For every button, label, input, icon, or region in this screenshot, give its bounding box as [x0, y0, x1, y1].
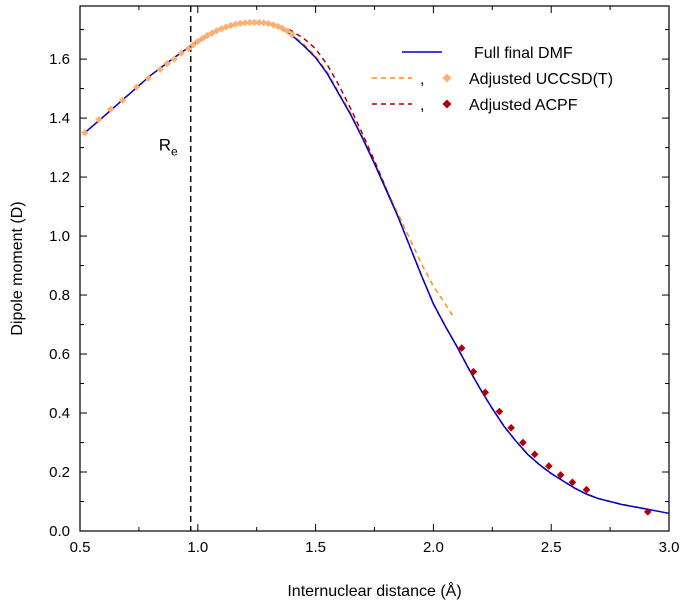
acpf-point [582, 485, 591, 494]
x-tick-label: 2.0 [423, 539, 444, 556]
uccsd-point [246, 18, 254, 27]
uccsd-point [163, 59, 171, 68]
y-tick-label: 1.4 [49, 110, 70, 127]
uccsd-point [250, 18, 258, 27]
legend-acpf-marker [442, 99, 452, 109]
re-annotation: Re [159, 136, 178, 159]
uccsd-point [269, 21, 277, 29]
acpf-point [568, 478, 577, 487]
y-tick-label: 0.4 [49, 405, 70, 422]
uccsd-point [177, 49, 185, 57]
uccsd-point [81, 129, 89, 137]
uccsd-point [194, 37, 202, 45]
y-tick-label: 0.0 [49, 523, 70, 540]
y-tick-label: 0.2 [49, 464, 70, 481]
series-line-full-final-dmf [84, 21, 670, 515]
y-tick-label: 0.6 [49, 346, 70, 363]
uccsd-point [132, 83, 141, 91]
legend-comma-1: , [420, 71, 424, 88]
uccsd-point [198, 34, 207, 43]
uccsd-point [260, 19, 268, 27]
uccsd-point [118, 96, 127, 104]
legend-acpf-label: Adjusted ACPF [469, 97, 578, 114]
series-line-adjusted-acpf [279, 25, 646, 510]
uccsd-point [217, 25, 225, 33]
acpf-point [519, 438, 527, 447]
uccsd-point [255, 18, 263, 27]
uccsd-point [236, 19, 244, 28]
acpf-point [530, 450, 539, 459]
y-tick-label: 1.2 [49, 169, 70, 186]
x-axis-title: Internuclear distance (Å) [287, 581, 461, 600]
acpf-point [457, 344, 466, 352]
uccsd-point [283, 27, 291, 35]
acpf-point [556, 471, 565, 479]
legend-full-label: Full final DMF [474, 45, 573, 62]
uccsd-point [189, 41, 197, 49]
uccsd-point [144, 74, 152, 82]
legend: Full final DMF , Adjusted UCCSD(T) , Adj… [372, 45, 613, 114]
acpf-point [545, 462, 553, 470]
acpf-point [495, 407, 504, 416]
acpf-point [481, 388, 490, 397]
uccsd-point [279, 24, 287, 33]
axis-ticks: 0.5 1.0 1.5 2.0 2.5 3.0 0.0 0.2 0.4 0.6 0.8 1.0 1.2 1… [49, 6, 679, 556]
y-tick-label: 0.8 [49, 287, 70, 304]
y-tick-label: 1.6 [49, 51, 70, 68]
uccsd-point [264, 20, 273, 28]
series-layer [84, 21, 670, 515]
acpf-point [643, 508, 652, 516]
acpf-point [469, 367, 478, 376]
y-axis-title: Dipole moment (D) [9, 201, 26, 335]
uccsd-point [170, 55, 178, 63]
uccsd-point [241, 19, 249, 27]
markers-layer [81, 18, 652, 516]
x-tick-label: 3.0 [659, 539, 680, 556]
uccsd-point [95, 115, 103, 124]
x-tick-label: 1.5 [305, 539, 326, 556]
series-line-adjusted-uccsd-t- [84, 21, 456, 320]
uccsd-point [107, 105, 115, 113]
x-tick-label: 1.0 [187, 539, 208, 556]
uccsd-point [288, 31, 296, 39]
x-tick-label: 2.5 [541, 539, 562, 556]
legend-uccsd-marker [442, 73, 452, 83]
y-tick-label: 1.0 [49, 228, 70, 245]
uccsd-point [184, 45, 192, 53]
legend-uccsd-label: Adjusted UCCSD(T) [469, 71, 613, 88]
legend-comma-2: , [420, 97, 424, 114]
uccsd-point [231, 20, 240, 28]
x-tick-label: 0.5 [70, 539, 91, 556]
acpf-point [507, 423, 515, 432]
uccsd-point [156, 65, 164, 74]
